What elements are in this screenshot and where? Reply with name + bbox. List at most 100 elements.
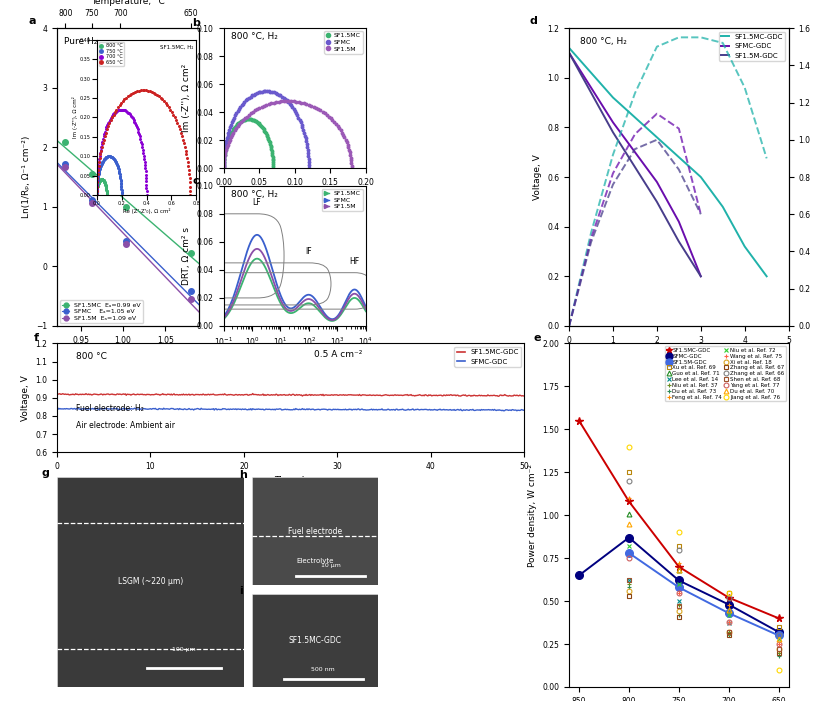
SFMC-GDC bbox=[674, 576, 684, 585]
Zhang et al. Ref. 66 bbox=[774, 631, 784, 639]
Text: Electrolyte: Electrolyte bbox=[297, 559, 333, 564]
SF1.5MC-GDC bbox=[574, 416, 584, 425]
Zhang et al. Ref. 67 bbox=[624, 592, 634, 600]
Text: d: d bbox=[529, 16, 537, 26]
Line: Xi et al. Ref. 18: Xi et al. Ref. 18 bbox=[627, 588, 781, 652]
Jiang et al. Ref. 76 bbox=[624, 442, 634, 451]
Text: LF: LF bbox=[253, 198, 261, 207]
Text: 800 °C, H₂: 800 °C, H₂ bbox=[231, 190, 277, 199]
Niu et al. Ref. 72 bbox=[674, 580, 684, 588]
Text: Pure H₂: Pure H₂ bbox=[64, 37, 98, 46]
Niu et al. Ref. 37 bbox=[624, 580, 634, 588]
Text: e: e bbox=[534, 333, 541, 343]
Feng et al. Ref. 74 bbox=[724, 600, 733, 608]
SF1.5M-GDC bbox=[674, 583, 684, 592]
Lee et al. Ref. 14 bbox=[674, 597, 684, 605]
SF1.5MC-GDC bbox=[724, 594, 733, 602]
Y-axis label: Voltage, V: Voltage, V bbox=[533, 154, 541, 200]
Text: LSGM (~220 μm): LSGM (~220 μm) bbox=[118, 578, 183, 586]
Line: Zhang et al. Ref. 66: Zhang et al. Ref. 66 bbox=[627, 479, 781, 638]
Guo et al. Ref. 71 bbox=[724, 606, 733, 614]
Text: Fuel electrode: H₂: Fuel electrode: H₂ bbox=[76, 404, 143, 413]
Shen et al. Ref. 68 bbox=[674, 602, 684, 611]
X-axis label: 1000/T, K⁻¹: 1000/T, K⁻¹ bbox=[102, 350, 154, 359]
Line: Jiang et al. Ref. 76: Jiang et al. Ref. 76 bbox=[627, 444, 781, 672]
Jiang et al. Ref. 76 bbox=[774, 666, 784, 674]
SFMC-GDC bbox=[624, 533, 634, 542]
Niu et al. Ref. 37 bbox=[724, 628, 733, 637]
Zhang et al. Ref. 66 bbox=[624, 477, 634, 485]
Jiang et al. Ref. 76 bbox=[674, 529, 684, 537]
Xu et al. Ref. 69 bbox=[674, 542, 684, 550]
Y-axis label: Im (-Z''), Ω cm²: Im (-Z''), Ω cm² bbox=[182, 64, 191, 132]
Y-axis label: Power density, W cm⁻²: Power density, W cm⁻² bbox=[528, 464, 537, 566]
Yang et al. Ref. 77 bbox=[774, 640, 784, 648]
Text: IF: IF bbox=[306, 247, 312, 256]
Text: Air electrode: Ambient air: Air electrode: Ambient air bbox=[76, 421, 175, 430]
Text: 10 μm: 10 μm bbox=[321, 563, 341, 568]
Du et al. Ref. 73 bbox=[724, 631, 733, 639]
SF1.5MC-GDC bbox=[774, 614, 784, 622]
Text: SF1.5MC-GDC: SF1.5MC-GDC bbox=[289, 636, 341, 645]
Y-axis label: Ln(1/Rₚ, Ω⁻¹ cm⁻²): Ln(1/Rₚ, Ω⁻¹ cm⁻²) bbox=[21, 136, 31, 218]
Text: h: h bbox=[239, 470, 247, 480]
Yang et al. Ref. 77 bbox=[624, 554, 634, 562]
Line: Xu et al. Ref. 69: Xu et al. Ref. 69 bbox=[627, 470, 781, 629]
Text: i: i bbox=[239, 586, 243, 597]
Zhang et al. Ref. 66 bbox=[674, 545, 684, 554]
X-axis label: Time, h: Time, h bbox=[274, 477, 307, 485]
X-axis label: Frequency, Hz: Frequency, Hz bbox=[263, 353, 327, 362]
Legend: SF1.5MC-GDC, SFMC-GDC: SF1.5MC-GDC, SFMC-GDC bbox=[454, 347, 521, 367]
Line: SF1.5MC-GDC: SF1.5MC-GDC bbox=[576, 417, 782, 622]
Niu et al. Ref. 72 bbox=[774, 634, 784, 643]
Line: Shen et al. Ref. 68: Shen et al. Ref. 68 bbox=[627, 578, 781, 652]
Legend: SF1.5MC-GDC, SFMC-GDC, SF1.5M-GDC, Xu et al. Ref. 69, Guo et al. Ref. 71, Lee et: SF1.5MC-GDC, SFMC-GDC, SF1.5M-GDC, Xu et… bbox=[665, 346, 786, 401]
Text: HF: HF bbox=[350, 257, 359, 266]
Guo et al. Ref. 71 bbox=[674, 566, 684, 574]
Line: SF1.5M-GDC: SF1.5M-GDC bbox=[625, 549, 782, 639]
Y-axis label: Voltage, V: Voltage, V bbox=[20, 375, 29, 421]
Line: Yang et al. Ref. 77: Yang et al. Ref. 77 bbox=[627, 556, 781, 646]
SF1.5M-GDC bbox=[774, 631, 784, 639]
Du et al. Ref. 70 bbox=[724, 606, 733, 614]
Du et al. Ref. 70 bbox=[774, 634, 784, 643]
Zhang et al. Ref. 67 bbox=[674, 613, 684, 621]
Text: 800 °C, H₂: 800 °C, H₂ bbox=[580, 37, 627, 46]
Wang et al. Ref. 75 bbox=[674, 588, 684, 597]
Wang et al. Ref. 75 bbox=[774, 640, 784, 648]
Xi et al. Ref. 18 bbox=[774, 645, 784, 653]
Shen et al. Ref. 68 bbox=[724, 628, 733, 637]
Text: 800 °C, H₂: 800 °C, H₂ bbox=[231, 32, 277, 41]
Xi et al. Ref. 18 bbox=[724, 628, 733, 637]
Line: SFMC-GDC: SFMC-GDC bbox=[576, 533, 782, 636]
SFMC-GDC bbox=[574, 571, 584, 580]
Wang et al. Ref. 75 bbox=[724, 618, 733, 626]
Xu et al. Ref. 69 bbox=[624, 468, 634, 477]
Legend: SF1.5MC  Eₐ=0.99 eV, SFMC    Eₐ=1.05 eV, SF1.5M  Eₐ=1.09 eV: SF1.5MC Eₐ=0.99 eV, SFMC Eₐ=1.05 eV, SF1… bbox=[60, 301, 143, 323]
Y-axis label: DRT, Ω cm² s: DRT, Ω cm² s bbox=[182, 227, 191, 285]
Guo et al. Ref. 71 bbox=[624, 510, 634, 518]
SF1.5MC-GDC bbox=[624, 497, 634, 505]
Legend: SF1.5MC, SFMC, SF1.5M: SF1.5MC, SFMC, SF1.5M bbox=[324, 31, 363, 53]
Lee et al. Ref. 14 bbox=[624, 576, 634, 585]
Line: Guo et al. Ref. 71: Guo et al. Ref. 71 bbox=[627, 511, 731, 612]
Zhang et al. Ref. 67 bbox=[774, 648, 784, 657]
Text: 100 μm: 100 μm bbox=[172, 647, 196, 652]
Text: 800 °C: 800 °C bbox=[76, 352, 107, 361]
Text: a: a bbox=[28, 16, 36, 26]
Du et al. Ref. 73 bbox=[774, 652, 784, 660]
Jiang et al. Ref. 76 bbox=[724, 588, 733, 597]
X-axis label: Re (Z'-Z'₀), Ω cm²: Re (Z'-Z'₀), Ω cm² bbox=[255, 193, 334, 201]
Du et al. Ref. 73 bbox=[624, 583, 634, 592]
Xi et al. Ref. 18 bbox=[624, 587, 634, 595]
Text: b: b bbox=[193, 18, 200, 28]
Text: Fuel electrode: Fuel electrode bbox=[288, 526, 342, 536]
Text: 0.5 A cm⁻²: 0.5 A cm⁻² bbox=[314, 350, 363, 358]
SFMC-GDC bbox=[724, 600, 733, 608]
Line: Niu et al. Ref. 72: Niu et al. Ref. 72 bbox=[627, 544, 781, 641]
SF1.5M-GDC bbox=[724, 609, 733, 618]
Niu et al. Ref. 37 bbox=[774, 648, 784, 657]
Xi et al. Ref. 18 bbox=[674, 607, 684, 615]
Zhang et al. Ref. 67 bbox=[724, 631, 733, 639]
Legend: SF1.5MC, SFMC, SF1.5M: SF1.5MC, SFMC, SF1.5M bbox=[322, 189, 363, 211]
